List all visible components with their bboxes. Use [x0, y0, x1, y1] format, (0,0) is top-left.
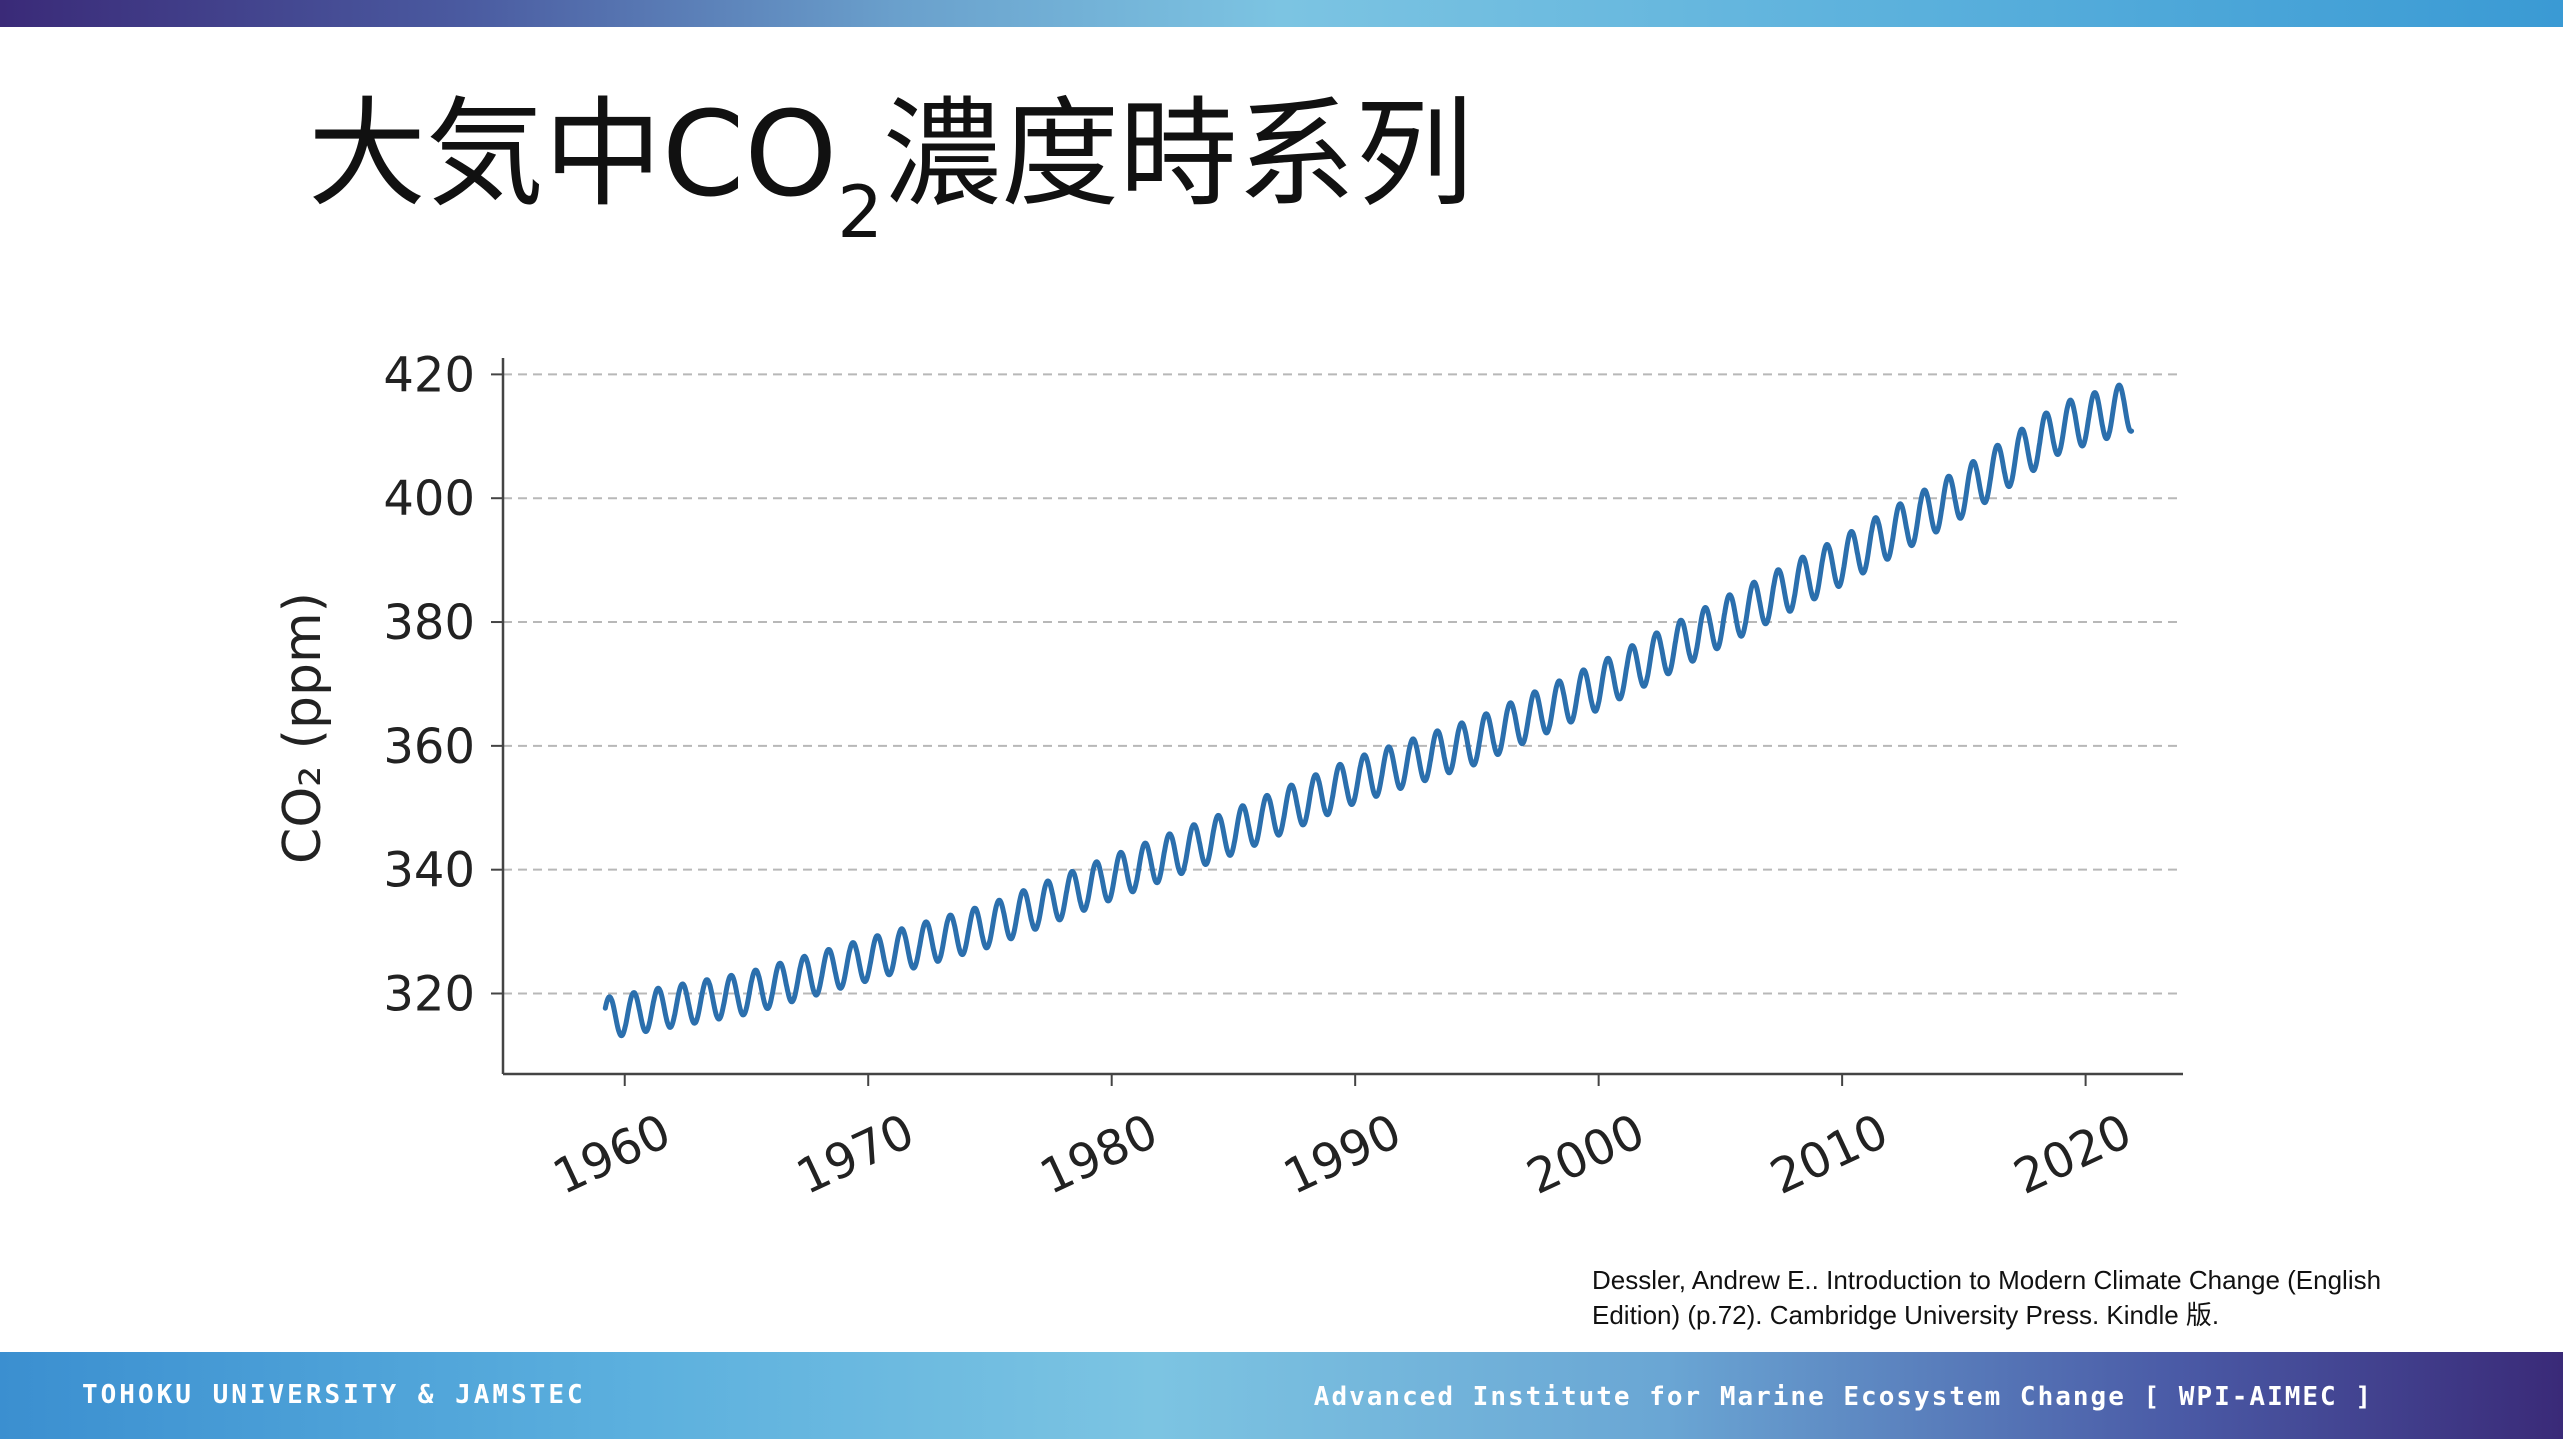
citation-line-1: Dessler, Andrew E.. Introduction to Mode… [1592, 1265, 2382, 1295]
x-tick-label: 2020 [2006, 1103, 2140, 1205]
y-tick-label: 320 [383, 967, 475, 1023]
title-rest: 濃度時系列 [883, 85, 1474, 223]
title-subscript: 2 [837, 170, 884, 254]
x-tick-label: 2000 [1519, 1103, 1653, 1205]
co2-series-line [602, 382, 2135, 1039]
x-tick-label: 2010 [1762, 1103, 1896, 1205]
footer-left-text: TOHOKU UNIVERSITY & JAMSTEC [82, 1380, 586, 1410]
footer-right-text: Advanced Institute for Marine Ecosystem … [1313, 1382, 2373, 1412]
y-tick-label: 400 [383, 471, 475, 527]
top-gradient-bar [0, 0, 2563, 27]
citation: Dessler, Andrew E.. Introduction to Mode… [1592, 1263, 2492, 1333]
x-tick-label: 1960 [545, 1103, 679, 1205]
y-axis-label: CO₂ (ppm) [273, 592, 333, 864]
x-tick-label: 1970 [788, 1103, 922, 1205]
x-tick-label: 1980 [1032, 1103, 1166, 1205]
title-main: 大気中CO [308, 85, 838, 223]
footer-bar: TOHOKU UNIVERSITY & JAMSTEC Advanced Ins… [0, 1352, 2563, 1439]
y-tick-label: 420 [383, 347, 475, 403]
x-tick-label: 1990 [1275, 1103, 1409, 1205]
citation-line-2: Edition) (p.72). Cambridge University Pr… [1592, 1300, 2220, 1330]
slide-title: 大気中CO2濃度時系列 [308, 95, 1473, 248]
y-tick-label: 360 [383, 719, 475, 775]
y-tick-label: 380 [383, 595, 475, 651]
y-tick-label: 340 [383, 843, 475, 899]
